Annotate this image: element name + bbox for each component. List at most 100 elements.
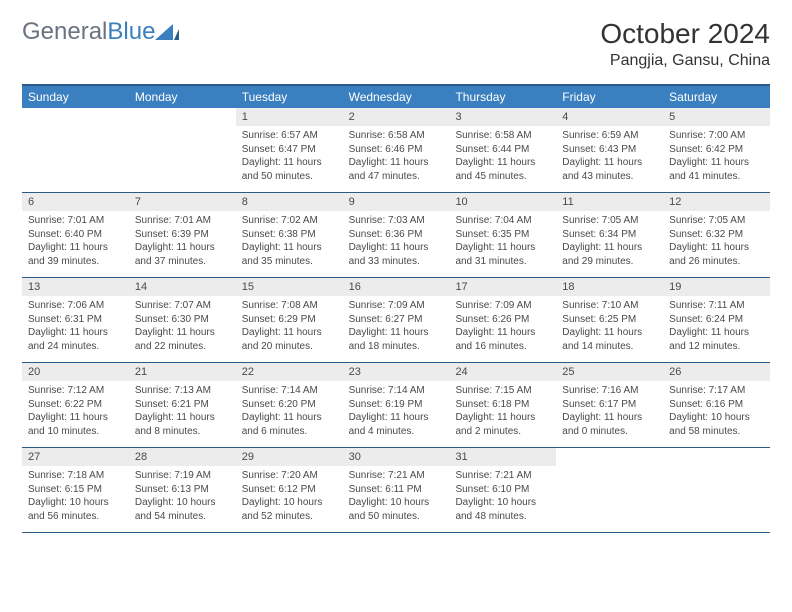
- day-body: Sunrise: 7:21 AMSunset: 6:11 PMDaylight:…: [343, 466, 450, 526]
- day-body: Sunrise: 6:58 AMSunset: 6:44 PMDaylight:…: [449, 126, 556, 186]
- day-cell: 1Sunrise: 6:57 AMSunset: 6:47 PMDaylight…: [236, 108, 343, 192]
- sunset-text: Sunset: 6:32 PM: [669, 228, 764, 242]
- sunset-text: Sunset: 6:44 PM: [455, 143, 550, 157]
- day-cell: 29Sunrise: 7:20 AMSunset: 6:12 PMDayligh…: [236, 448, 343, 532]
- day-cell: 15Sunrise: 7:08 AMSunset: 6:29 PMDayligh…: [236, 278, 343, 362]
- daylight-text: Daylight: 11 hours and 26 minutes.: [669, 241, 764, 268]
- month-year: October 2024: [600, 18, 770, 50]
- day-body: Sunrise: 7:03 AMSunset: 6:36 PMDaylight:…: [343, 211, 450, 271]
- sunset-text: Sunset: 6:15 PM: [28, 483, 123, 497]
- sunrise-text: Sunrise: 6:59 AM: [562, 129, 657, 143]
- sunrise-text: Sunrise: 6:57 AM: [242, 129, 337, 143]
- sunset-text: Sunset: 6:30 PM: [135, 313, 230, 327]
- sunrise-text: Sunrise: 7:01 AM: [135, 214, 230, 228]
- day-body: Sunrise: 7:10 AMSunset: 6:25 PMDaylight:…: [556, 296, 663, 356]
- day-cell: 31Sunrise: 7:21 AMSunset: 6:10 PMDayligh…: [449, 448, 556, 532]
- sunrise-text: Sunrise: 7:01 AM: [28, 214, 123, 228]
- day-cell: 4Sunrise: 6:59 AMSunset: 6:43 PMDaylight…: [556, 108, 663, 192]
- day-number: 20: [22, 363, 129, 381]
- day-body: Sunrise: 6:57 AMSunset: 6:47 PMDaylight:…: [236, 126, 343, 186]
- daylight-text: Daylight: 10 hours and 54 minutes.: [135, 496, 230, 523]
- daylight-text: Daylight: 11 hours and 41 minutes.: [669, 156, 764, 183]
- day-cell: 25Sunrise: 7:16 AMSunset: 6:17 PMDayligh…: [556, 363, 663, 447]
- sunset-text: Sunset: 6:46 PM: [349, 143, 444, 157]
- sunset-text: Sunset: 6:20 PM: [242, 398, 337, 412]
- sunrise-text: Sunrise: 7:09 AM: [349, 299, 444, 313]
- day-cell: 13Sunrise: 7:06 AMSunset: 6:31 PMDayligh…: [22, 278, 129, 362]
- day-body: Sunrise: 7:17 AMSunset: 6:16 PMDaylight:…: [663, 381, 770, 441]
- day-cell: 24Sunrise: 7:15 AMSunset: 6:18 PMDayligh…: [449, 363, 556, 447]
- day-body: Sunrise: 7:08 AMSunset: 6:29 PMDaylight:…: [236, 296, 343, 356]
- sunset-text: Sunset: 6:11 PM: [349, 483, 444, 497]
- day-body: Sunrise: 7:12 AMSunset: 6:22 PMDaylight:…: [22, 381, 129, 441]
- sunrise-text: Sunrise: 7:13 AM: [135, 384, 230, 398]
- day-cell: 20Sunrise: 7:12 AMSunset: 6:22 PMDayligh…: [22, 363, 129, 447]
- day-body: Sunrise: 7:05 AMSunset: 6:32 PMDaylight:…: [663, 211, 770, 271]
- sunset-text: Sunset: 6:12 PM: [242, 483, 337, 497]
- sunset-text: Sunset: 6:24 PM: [669, 313, 764, 327]
- day-cell: 28Sunrise: 7:19 AMSunset: 6:13 PMDayligh…: [129, 448, 236, 532]
- sunrise-text: Sunrise: 7:14 AM: [242, 384, 337, 398]
- sunrise-text: Sunrise: 7:11 AM: [669, 299, 764, 313]
- day-body: Sunrise: 7:14 AMSunset: 6:20 PMDaylight:…: [236, 381, 343, 441]
- day-number: 15: [236, 278, 343, 296]
- sunset-text: Sunset: 6:39 PM: [135, 228, 230, 242]
- daylight-text: Daylight: 11 hours and 35 minutes.: [242, 241, 337, 268]
- sunrise-text: Sunrise: 6:58 AM: [349, 129, 444, 143]
- day-header: Monday: [129, 86, 236, 108]
- sunset-text: Sunset: 6:16 PM: [669, 398, 764, 412]
- day-cell: 26Sunrise: 7:17 AMSunset: 6:16 PMDayligh…: [663, 363, 770, 447]
- day-cell: 7Sunrise: 7:01 AMSunset: 6:39 PMDaylight…: [129, 193, 236, 277]
- day-body: Sunrise: 7:19 AMSunset: 6:13 PMDaylight:…: [129, 466, 236, 526]
- sunset-text: Sunset: 6:43 PM: [562, 143, 657, 157]
- day-body: Sunrise: 7:07 AMSunset: 6:30 PMDaylight:…: [129, 296, 236, 356]
- sunrise-text: Sunrise: 7:02 AM: [242, 214, 337, 228]
- day-cell: 6Sunrise: 7:01 AMSunset: 6:40 PMDaylight…: [22, 193, 129, 277]
- day-number: 5: [663, 108, 770, 126]
- sunset-text: Sunset: 6:29 PM: [242, 313, 337, 327]
- daylight-text: Daylight: 11 hours and 24 minutes.: [28, 326, 123, 353]
- sunrise-text: Sunrise: 6:58 AM: [455, 129, 550, 143]
- day-number: 17: [449, 278, 556, 296]
- daylight-text: Daylight: 11 hours and 20 minutes.: [242, 326, 337, 353]
- day-body: Sunrise: 7:09 AMSunset: 6:27 PMDaylight:…: [343, 296, 450, 356]
- sunset-text: Sunset: 6:22 PM: [28, 398, 123, 412]
- day-number: 28: [129, 448, 236, 466]
- sunrise-text: Sunrise: 7:05 AM: [669, 214, 764, 228]
- day-number: 6: [22, 193, 129, 211]
- daylight-text: Daylight: 11 hours and 29 minutes.: [562, 241, 657, 268]
- sunrise-text: Sunrise: 7:07 AM: [135, 299, 230, 313]
- day-cell: 9Sunrise: 7:03 AMSunset: 6:36 PMDaylight…: [343, 193, 450, 277]
- day-number: [129, 108, 236, 126]
- daylight-text: Daylight: 10 hours and 56 minutes.: [28, 496, 123, 523]
- day-number: 26: [663, 363, 770, 381]
- logo: GeneralBlue: [22, 18, 179, 46]
- day-number: 18: [556, 278, 663, 296]
- daylight-text: Daylight: 11 hours and 37 minutes.: [135, 241, 230, 268]
- day-number: [556, 448, 663, 466]
- day-header: Thursday: [449, 86, 556, 108]
- title-block: October 2024 Pangjia, Gansu, China: [600, 18, 770, 70]
- calendar: Sunday Monday Tuesday Wednesday Thursday…: [22, 84, 770, 533]
- daylight-text: Daylight: 11 hours and 47 minutes.: [349, 156, 444, 183]
- day-body: Sunrise: 7:21 AMSunset: 6:10 PMDaylight:…: [449, 466, 556, 526]
- day-header-row: Sunday Monday Tuesday Wednesday Thursday…: [22, 86, 770, 108]
- week-row: 27Sunrise: 7:18 AMSunset: 6:15 PMDayligh…: [22, 448, 770, 533]
- sunrise-text: Sunrise: 7:04 AM: [455, 214, 550, 228]
- day-body: Sunrise: 7:01 AMSunset: 6:40 PMDaylight:…: [22, 211, 129, 271]
- sunset-text: Sunset: 6:26 PM: [455, 313, 550, 327]
- daylight-text: Daylight: 11 hours and 8 minutes.: [135, 411, 230, 438]
- day-body: Sunrise: 6:58 AMSunset: 6:46 PMDaylight:…: [343, 126, 450, 186]
- sunrise-text: Sunrise: 7:21 AM: [455, 469, 550, 483]
- day-number: 10: [449, 193, 556, 211]
- daylight-text: Daylight: 11 hours and 50 minutes.: [242, 156, 337, 183]
- day-number: 16: [343, 278, 450, 296]
- day-body: Sunrise: 6:59 AMSunset: 6:43 PMDaylight:…: [556, 126, 663, 186]
- sunset-text: Sunset: 6:34 PM: [562, 228, 657, 242]
- day-number: 14: [129, 278, 236, 296]
- day-header: Friday: [556, 86, 663, 108]
- sunset-text: Sunset: 6:21 PM: [135, 398, 230, 412]
- day-number: 21: [129, 363, 236, 381]
- sunrise-text: Sunrise: 7:09 AM: [455, 299, 550, 313]
- day-number: 9: [343, 193, 450, 211]
